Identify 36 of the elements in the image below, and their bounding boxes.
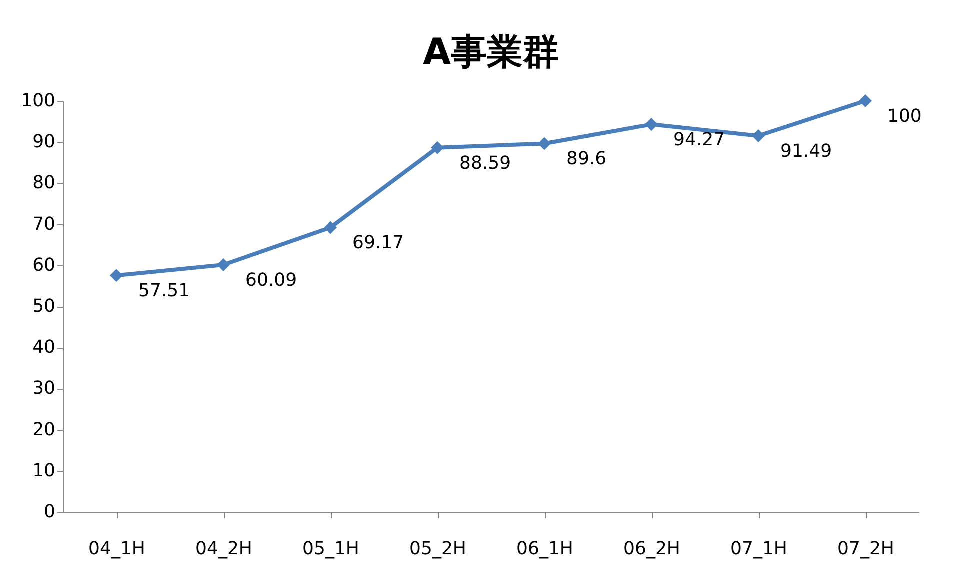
x-tick-label: 04_2H bbox=[196, 538, 252, 560]
y-tick-label: 10 bbox=[32, 460, 56, 482]
y-tick-label: 70 bbox=[32, 214, 56, 235]
x-tick-label: 07_1H bbox=[730, 538, 788, 560]
point bbox=[858, 94, 872, 108]
y-tick-label: 100 bbox=[21, 90, 56, 112]
y-tick-label: 20 bbox=[32, 419, 56, 440]
data-label: 94.27 bbox=[674, 130, 726, 151]
x-tick-label: 06_2H bbox=[624, 538, 680, 560]
point bbox=[430, 141, 444, 154]
x-tick-label: 05_2H bbox=[410, 538, 466, 560]
data-label: 69.17 bbox=[352, 232, 404, 254]
data-label: 88.59 bbox=[460, 152, 512, 174]
y-tick-label: 80 bbox=[32, 172, 56, 194]
data-label: 100 bbox=[888, 106, 922, 127]
y-tick-label: 30 bbox=[32, 378, 56, 400]
y-tick-label: 50 bbox=[32, 296, 56, 317]
point bbox=[644, 118, 658, 132]
data-label: 57.51 bbox=[138, 280, 190, 302]
x-tick-label: 07_2H bbox=[838, 538, 894, 560]
y-tick-label: 60 bbox=[32, 254, 56, 276]
point bbox=[538, 137, 552, 150]
y-tick-label: 0 bbox=[44, 502, 56, 522]
point bbox=[324, 221, 338, 234]
data-label: 89.6 bbox=[566, 148, 607, 170]
point bbox=[752, 129, 766, 142]
y-tick-label: 90 bbox=[32, 132, 56, 153]
data-label: 60.09 bbox=[246, 270, 298, 292]
x-tick-label: 06_1H bbox=[516, 538, 574, 560]
x-tick-label: 04_1H bbox=[88, 538, 146, 560]
chart-title: A事業群 bbox=[423, 32, 559, 73]
data-label: 91.49 bbox=[780, 140, 832, 162]
point bbox=[216, 258, 230, 272]
x-tick-label: 05_1H bbox=[302, 538, 360, 560]
point bbox=[110, 269, 124, 282]
y-tick-label: 40 bbox=[32, 337, 56, 358]
